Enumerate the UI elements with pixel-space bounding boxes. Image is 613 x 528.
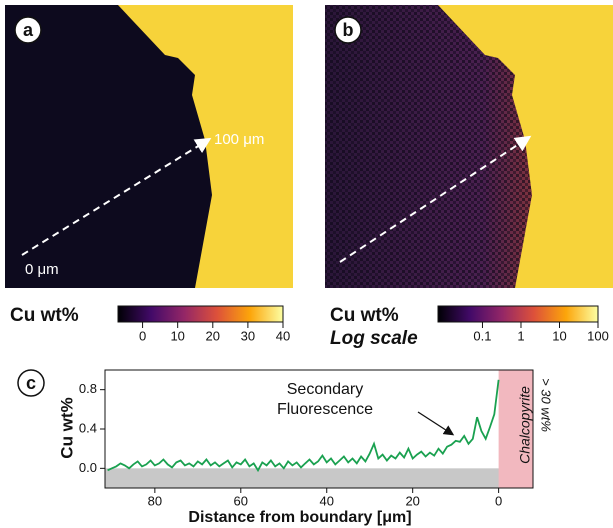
panel-label: b <box>343 20 354 40</box>
y-tick-label: 0.0 <box>79 460 97 475</box>
x-tick-label: 40 <box>320 493 334 508</box>
x-tick-label: 40 <box>276 328 290 343</box>
x-tick-label: 60 <box>234 493 248 508</box>
x-tick-label: 30 <box>241 328 255 343</box>
y-tick-label: 0.4 <box>79 420 97 435</box>
y-axis-label: Cu wt% <box>57 397 76 458</box>
x-tick-label: 20 <box>405 493 419 508</box>
figure: aCu wt%100 μm0 μm010203040bCu wt%Log sca… <box>0 0 613 528</box>
colorbar <box>118 306 283 322</box>
x-tick-label: 0 <box>139 328 146 343</box>
annotation: > 30 wt% <box>539 378 554 432</box>
annotation: Secondary <box>287 381 364 398</box>
x-axis-label: Distance from boundary [μm] <box>188 509 411 526</box>
colorbar-title: Cu wt% <box>330 305 399 326</box>
annotation: Fluorescence <box>277 401 373 418</box>
x-tick-label: 1 <box>517 328 524 343</box>
x-tick-label: 100 <box>587 328 609 343</box>
x-tick-label: 80 <box>148 493 162 508</box>
page: {"chart_data": [ {"type": "colorbar", "p… <box>0 0 613 528</box>
panel-label: a <box>23 20 34 40</box>
colorbar <box>438 306 598 322</box>
x-tick-label: 10 <box>552 328 566 343</box>
y-tick-label: 0.8 <box>79 381 97 396</box>
x-tick-label: 10 <box>170 328 184 343</box>
scale-label: 100 μm <box>214 131 264 148</box>
colorbar-subtitle: Log scale <box>330 328 418 349</box>
below-zero-band <box>105 468 533 488</box>
x-tick-label: 20 <box>206 328 220 343</box>
panel-label: c <box>26 373 36 393</box>
annotation-arrow <box>418 412 452 434</box>
scale-label: 0 μm <box>25 261 59 278</box>
map-b <box>325 5 613 288</box>
x-tick-label: 0.1 <box>473 328 491 343</box>
x-tick-label: 0 <box>495 493 502 508</box>
colorbar-title: Cu wt% <box>10 305 79 326</box>
annotation: Chalcopyrite <box>517 386 533 464</box>
